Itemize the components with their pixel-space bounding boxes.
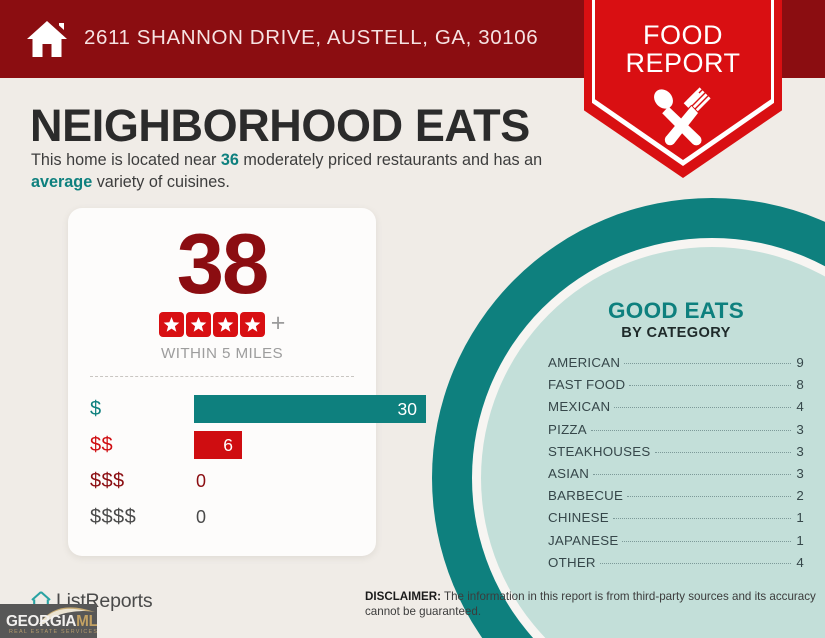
category-row: CHINESE 1: [548, 510, 804, 532]
price-tier-value: 6: [223, 434, 233, 455]
star-rating: +: [68, 309, 376, 337]
mls-logo-name: GEORGIAMLS: [6, 613, 97, 631]
good-eats-subtitle: BY CATEGORY: [621, 325, 731, 341]
star-icon: [239, 312, 265, 337]
mls-logo-tagline: REAL ESTATE SERVICES: [9, 629, 97, 635]
house-icon: [26, 19, 68, 59]
subtitle-part-3: variety of cuisines.: [92, 172, 230, 191]
category-leader-dots: [614, 407, 791, 409]
good-eats-panel: GOOD EATS BY CATEGORY AMERICAN 9 FAST FOOD…: [548, 298, 804, 577]
price-tier-value: 0: [196, 506, 207, 527]
score-card: 38 + WITHIN 5 MILES $30 $$ 6 $$$ 0 $$$$ 0: [68, 208, 426, 556]
georgia-mls-logo: GEORGIAMLS REAL ESTATE SERVICES: [0, 604, 97, 638]
price-tier-row: $30: [68, 391, 426, 427]
category-row: STEAKHOUSES 3: [548, 444, 804, 466]
disclaimer-text: The information in this report is from t…: [365, 590, 816, 619]
subtitle-part-2: moderately priced restaurants and has an: [238, 151, 543, 169]
category-name: CHINESE: [548, 510, 609, 526]
price-tier-value: 30: [397, 398, 417, 419]
price-tier-chart: $30 $$ 6 $$$ 0 $$$$ 0: [68, 391, 426, 535]
price-tier-row: $$$$ 0: [68, 499, 376, 535]
price-tier-value: 0: [196, 470, 207, 491]
disclaimer: DISCLAIMER: The information in this repo…: [365, 589, 817, 620]
disclaimer-label: DISCLAIMER:: [365, 590, 441, 603]
category-leader-dots: [654, 451, 791, 453]
badge-line-2: REPORT: [625, 47, 741, 78]
mls-logo-georgia: GEORGIA: [6, 613, 77, 630]
category-name: OTHER: [548, 554, 596, 570]
page-subtitle: This home is located near 36 moderately …: [31, 150, 576, 194]
variety-level: average: [31, 172, 93, 191]
category-leader-dots: [622, 540, 791, 542]
mls-logo-mls: MLS: [76, 613, 97, 630]
category-count: 4: [796, 554, 804, 570]
category-leader-dots: [624, 363, 791, 364]
category-row: AMERICAN 9: [548, 355, 804, 377]
category-count: 1: [796, 510, 804, 526]
category-count: 4: [796, 399, 804, 415]
price-tier-row: $$$ 0: [68, 463, 376, 499]
category-leader-dots: [593, 473, 791, 475]
category-count: 9: [796, 355, 804, 370]
page-title: NEIGHBORHOOD EATS: [30, 100, 530, 151]
category-count: 3: [796, 443, 804, 459]
category-name: STEAKHOUSES: [548, 443, 651, 459]
price-tier-label: $$$: [90, 469, 125, 492]
price-tier-row: $$ 6: [68, 427, 376, 463]
category-row: BARBECUE 2: [548, 488, 804, 510]
spoon-fork-icon: [650, 86, 716, 148]
category-name: ASIAN: [548, 465, 590, 481]
category-name: AMERICAN: [548, 355, 621, 370]
price-tier-label: $$: [90, 433, 114, 456]
within-radius-label: WITHIN 5 MILES: [160, 345, 284, 362]
category-name: JAPANESE: [548, 532, 619, 548]
category-row: FAST FOOD 8: [548, 377, 804, 399]
restaurant-score: 38: [176, 217, 270, 312]
category-row: OTHER 4: [548, 555, 804, 577]
star-icon: [158, 312, 184, 337]
star-plus-label: +: [270, 309, 286, 337]
category-leader-dots: [599, 562, 791, 564]
star-icon: [212, 312, 238, 337]
category-row: PIZZA 3: [548, 422, 804, 444]
subtitle-part-1: This home is located near: [31, 151, 221, 169]
category-leader-dots: [629, 385, 791, 387]
category-count: 3: [796, 465, 804, 481]
good-eats-title: GOOD EATS: [607, 298, 745, 323]
price-tier-bar: 6: [194, 431, 242, 459]
price-tier-label: $$$$: [90, 505, 137, 528]
card-divider: [90, 376, 354, 377]
category-name: PIZZA: [548, 421, 587, 437]
category-row: JAPANESE 1: [548, 533, 804, 555]
property-address: 2611 SHANNON DRIVE, AUSTELL, GA, 30106: [84, 26, 539, 49]
category-count: 1: [796, 532, 804, 548]
food-report-badge-label: FOOD REPORT: [584, 20, 782, 78]
category-leader-dots: [590, 429, 791, 431]
category-row: MEXICAN 4: [548, 399, 804, 421]
category-leader-dots: [612, 518, 791, 520]
star-icon: [185, 312, 211, 337]
category-count: 8: [796, 377, 804, 393]
category-list: AMERICAN 9 FAST FOOD 8 MEXICAN 4 PIZZA 3 STEAKHO…: [548, 355, 804, 577]
category-row: ASIAN 3: [548, 466, 804, 488]
category-leader-dots: [627, 496, 791, 498]
category-count: 3: [796, 421, 804, 437]
price-tier-bar: 30: [194, 395, 426, 423]
price-tier-label: $: [90, 397, 102, 420]
restaurant-count: 36: [220, 151, 239, 169]
badge-line-1: FOOD: [643, 20, 723, 50]
category-count: 2: [796, 488, 804, 504]
category-name: BARBECUE: [548, 488, 624, 504]
category-name: FAST FOOD: [548, 377, 626, 393]
category-name: MEXICAN: [548, 399, 611, 415]
swoosh-icon: [38, 604, 96, 625]
